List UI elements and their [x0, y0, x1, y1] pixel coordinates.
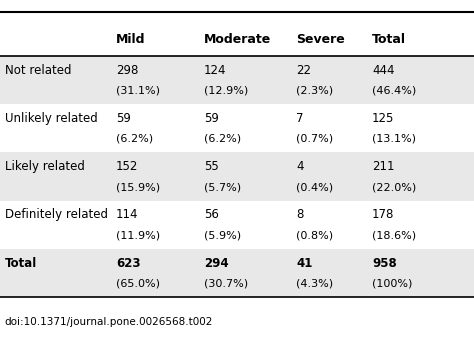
Text: Mild: Mild: [116, 33, 146, 46]
Text: Severe: Severe: [296, 33, 345, 46]
Text: (18.6%): (18.6%): [372, 230, 416, 240]
Text: 958: 958: [372, 256, 397, 269]
FancyBboxPatch shape: [0, 152, 474, 201]
Text: 298: 298: [116, 64, 138, 77]
Text: 178: 178: [372, 208, 394, 221]
Text: (22.0%): (22.0%): [372, 182, 416, 192]
Text: Moderate: Moderate: [204, 33, 271, 46]
Text: 152: 152: [116, 160, 138, 173]
Text: Definitely related: Definitely related: [5, 208, 108, 221]
Text: (5.9%): (5.9%): [204, 230, 241, 240]
Text: Unlikely related: Unlikely related: [5, 112, 98, 125]
Text: 623: 623: [116, 256, 141, 269]
Text: 124: 124: [204, 64, 226, 77]
Text: (5.7%): (5.7%): [204, 182, 241, 192]
Text: 56: 56: [204, 208, 219, 221]
Text: (2.3%): (2.3%): [296, 86, 333, 96]
Text: 294: 294: [204, 256, 228, 269]
Text: 125: 125: [372, 112, 394, 125]
Text: 7: 7: [296, 112, 304, 125]
Text: 22: 22: [296, 64, 311, 77]
Text: doi:10.1371/journal.pone.0026568.t002: doi:10.1371/journal.pone.0026568.t002: [5, 317, 213, 327]
Text: (4.3%): (4.3%): [296, 278, 333, 288]
Text: 59: 59: [204, 112, 219, 125]
Text: 59: 59: [116, 112, 131, 125]
Text: 4: 4: [296, 160, 304, 173]
Text: Likely related: Likely related: [5, 160, 85, 173]
Text: (0.4%): (0.4%): [296, 182, 333, 192]
Text: (6.2%): (6.2%): [204, 134, 241, 144]
Text: (100%): (100%): [372, 278, 412, 288]
Text: (13.1%): (13.1%): [372, 134, 416, 144]
Text: Total: Total: [372, 33, 406, 46]
Text: 8: 8: [296, 208, 304, 221]
Text: (30.7%): (30.7%): [204, 278, 248, 288]
Text: (12.9%): (12.9%): [204, 86, 248, 96]
Text: Not related: Not related: [5, 64, 71, 77]
Text: (11.9%): (11.9%): [116, 230, 160, 240]
Text: 41: 41: [296, 256, 313, 269]
Text: (65.0%): (65.0%): [116, 278, 160, 288]
Text: (31.1%): (31.1%): [116, 86, 160, 96]
Text: 444: 444: [372, 64, 394, 77]
Text: Total: Total: [5, 256, 37, 269]
Text: (0.7%): (0.7%): [296, 134, 333, 144]
Text: 211: 211: [372, 160, 394, 173]
Text: (0.8%): (0.8%): [296, 230, 333, 240]
FancyBboxPatch shape: [0, 56, 474, 104]
Text: 55: 55: [204, 160, 219, 173]
Text: 114: 114: [116, 208, 138, 221]
Text: (46.4%): (46.4%): [372, 86, 416, 96]
Text: (6.2%): (6.2%): [116, 134, 153, 144]
Text: (15.9%): (15.9%): [116, 182, 160, 192]
FancyBboxPatch shape: [0, 249, 474, 297]
